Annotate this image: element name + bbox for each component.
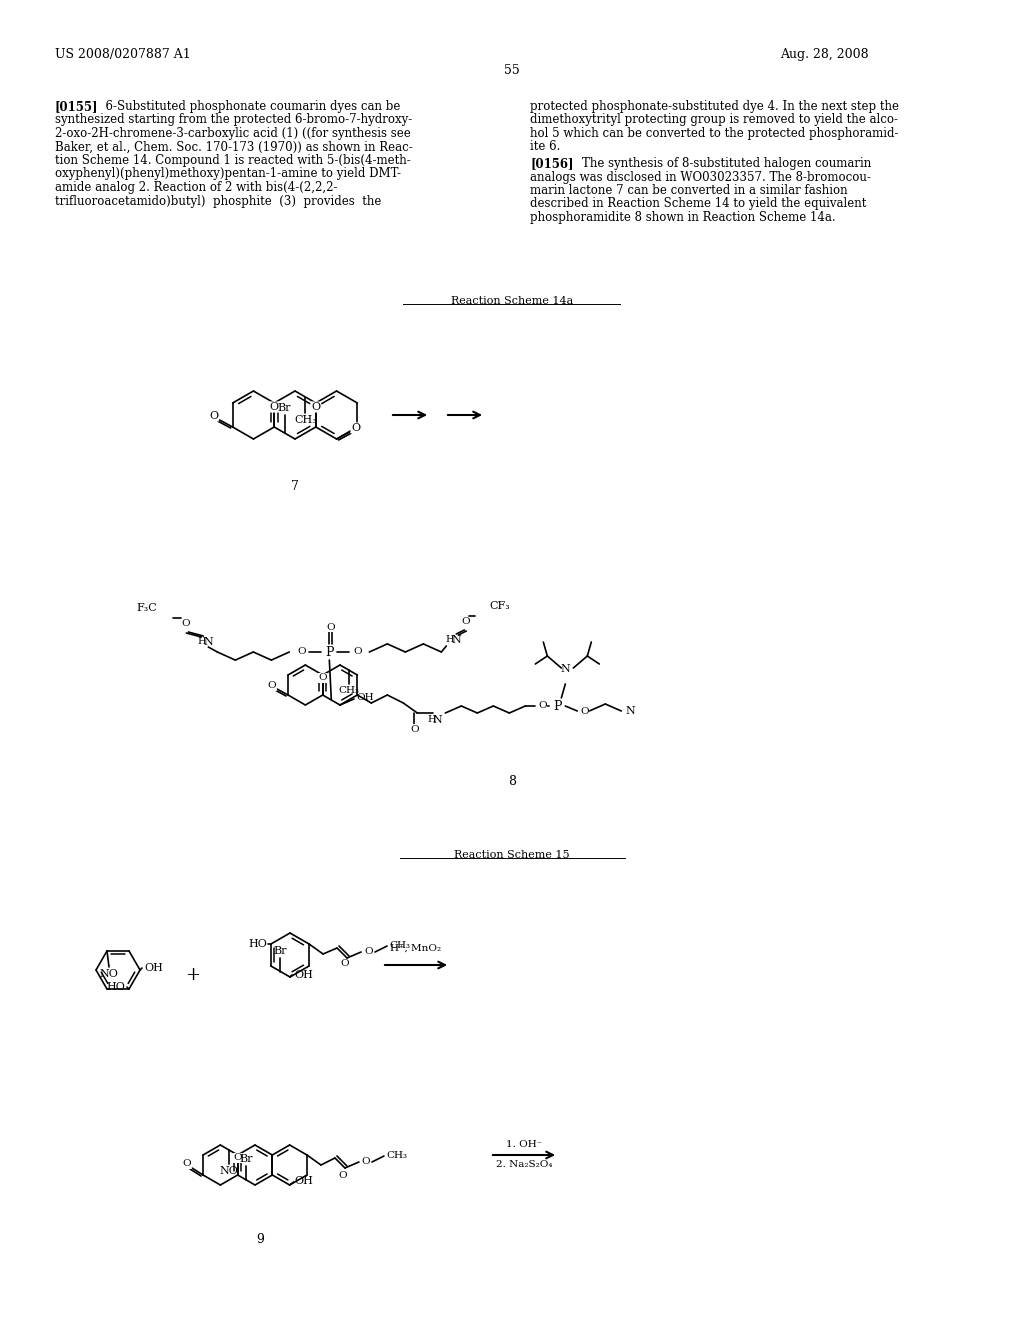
Text: O: O [182,1159,191,1168]
Text: N: N [452,635,461,645]
Text: Br: Br [278,403,292,413]
Text: dimethoxytrityl protecting group is removed to yield the alco-: dimethoxytrityl protecting group is remo… [530,114,898,127]
Text: O: O [365,948,374,957]
Text: amide analog 2. Reaction of 2 with bis(4-(2,2,2-: amide analog 2. Reaction of 2 with bis(4… [55,181,338,194]
Text: 7: 7 [291,480,299,492]
Text: ite 6.: ite 6. [530,140,560,153]
Text: 1. OH⁻: 1. OH⁻ [506,1140,542,1148]
Text: OH: OH [295,1176,313,1185]
Text: Reaction Scheme 14a: Reaction Scheme 14a [451,296,573,306]
Text: O: O [267,681,276,690]
Text: H: H [445,635,454,644]
Text: 6-Substituted phosphonate coumarin dyes can be: 6-Substituted phosphonate coumarin dyes … [98,100,400,114]
Text: CH₃: CH₃ [386,1151,407,1160]
Text: protected phosphonate-substituted dye 4. In the next step the: protected phosphonate-substituted dye 4.… [530,100,899,114]
Text: O: O [351,422,360,433]
Text: F₃C: F₃C [136,603,158,612]
Text: P: P [325,645,334,659]
Text: synthesized starting from the protected 6-bromo-7-hydroxy-: synthesized starting from the protected … [55,114,413,127]
Text: NO: NO [99,969,119,979]
Text: O: O [311,403,321,412]
Text: O: O [233,1154,242,1163]
Text: phosphoramidite 8 shown in Reaction Scheme 14a.: phosphoramidite 8 shown in Reaction Sche… [530,211,836,224]
Text: 8: 8 [508,775,516,788]
Text: described in Reaction Scheme 14 to yield the equivalent: described in Reaction Scheme 14 to yield… [530,198,866,210]
Text: 55: 55 [504,63,520,77]
Text: N: N [432,715,442,725]
Text: H: H [197,638,206,647]
Text: OH: OH [294,970,313,979]
Text: oxyphenyl)(phenyl)methoxy)pentan-1-amine to yield DMT-: oxyphenyl)(phenyl)methoxy)pentan-1-amine… [55,168,401,181]
Text: O: O [361,1158,371,1167]
Text: O: O [538,701,547,710]
Text: Baker, et al., Chem. Soc. 170-173 (1970)) as shown in Reac-: Baker, et al., Chem. Soc. 170-173 (1970)… [55,140,413,153]
Text: OH: OH [144,964,163,973]
Text: [0156]: [0156] [530,157,573,170]
Text: Reaction Scheme 15: Reaction Scheme 15 [455,850,569,861]
Text: N: N [626,706,635,715]
Text: +: + [185,966,201,983]
Text: O: O [181,619,189,628]
Text: N: N [204,638,213,647]
Text: CH₃: CH₃ [389,941,410,950]
Text: N: N [560,664,570,675]
Text: US 2008/0207887 A1: US 2008/0207887 A1 [55,48,190,61]
Text: marin lactone 7 can be converted in a similar fashion: marin lactone 7 can be converted in a si… [530,183,848,197]
Text: OH: OH [356,693,374,702]
Text: O: O [461,618,470,627]
Text: O: O [339,1171,347,1180]
Text: 9: 9 [256,1233,264,1246]
Text: O: O [326,623,335,631]
Text: HO: HO [106,982,125,993]
Text: O: O [353,648,361,656]
Text: trifluoroacetamido)butyl)  phosphite  (3)  provides  the: trifluoroacetamido)butyl) phosphite (3) … [55,194,381,207]
Text: O: O [297,648,305,656]
Text: O: O [318,673,327,682]
Text: Br: Br [273,945,287,956]
Text: 2-oxo-2H-chromene-3-carboxylic acid (1) ((for synthesis see: 2-oxo-2H-chromene-3-carboxylic acid (1) … [55,127,411,140]
Text: O: O [580,706,589,715]
Text: 2. Na₂S₂O₄: 2. Na₂S₂O₄ [496,1160,552,1170]
Text: O: O [269,403,279,412]
Text: tion Scheme 14. Compound 1 is reacted with 5-(bis(4-meth-: tion Scheme 14. Compound 1 is reacted wi… [55,154,411,168]
Text: P: P [553,700,561,713]
Text: CF₃: CF₃ [489,601,510,611]
Text: HO: HO [248,939,267,949]
Text: CH₃: CH₃ [294,414,316,425]
Text: Br: Br [240,1154,253,1164]
Text: H⁺, MnO₂: H⁺, MnO₂ [390,944,441,953]
Text: CH₃: CH₃ [338,686,359,696]
Text: NO: NO [219,1166,239,1176]
Text: The synthesis of 8-substituted halogen coumarin: The synthesis of 8-substituted halogen c… [567,157,871,170]
Text: Aug. 28, 2008: Aug. 28, 2008 [780,48,868,61]
Text: O: O [341,960,349,969]
Text: [0155]: [0155] [55,100,98,114]
Text: hol 5 which can be converted to the protected phosphoramid-: hol 5 which can be converted to the prot… [530,127,898,140]
Text: O: O [410,725,419,734]
Text: analogs was disclosed in WO03023357. The 8-bromocou-: analogs was disclosed in WO03023357. The… [530,170,870,183]
Text: H: H [427,715,435,723]
Text: O: O [209,411,218,421]
